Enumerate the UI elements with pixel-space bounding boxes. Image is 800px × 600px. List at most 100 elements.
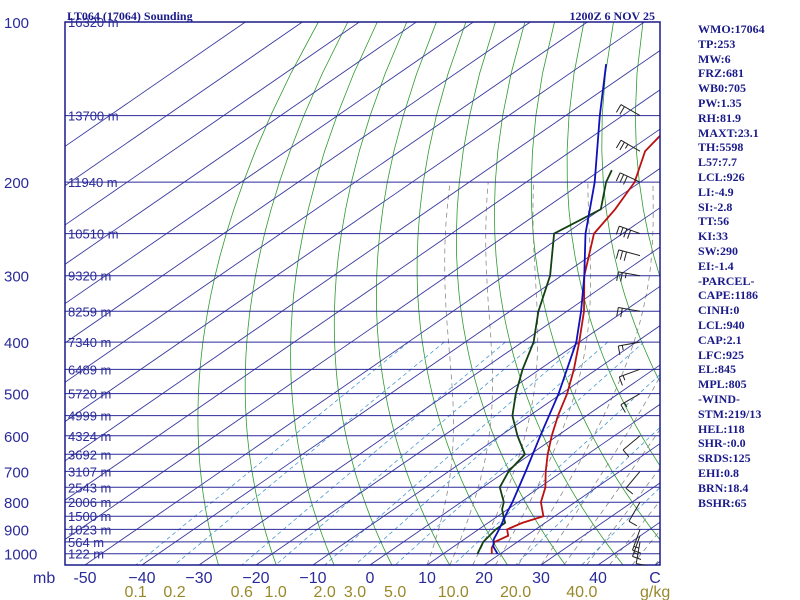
isotherm bbox=[255, 285, 660, 565]
wind-barb bbox=[625, 471, 641, 495]
chart-title: LT064 (17064) Sounding bbox=[67, 9, 193, 23]
stat-item: HEL:118 bbox=[698, 421, 745, 436]
stat-item: MW:6 bbox=[698, 51, 731, 66]
valid-time: 1200Z 6 NOV 25 bbox=[570, 9, 655, 23]
isotherm bbox=[65, 22, 531, 344]
mixing-ratio-line bbox=[354, 341, 609, 565]
isotherm bbox=[141, 207, 660, 565]
height-label: 5720 m bbox=[68, 387, 111, 402]
isotherm bbox=[65, 49, 660, 462]
pressure-label: 700 bbox=[4, 464, 29, 481]
pressure-label: 800 bbox=[4, 495, 29, 512]
stat-item: SW:290 bbox=[698, 243, 739, 258]
mixing-ratio-label: 20.0 bbox=[500, 584, 531, 600]
temperature-tick-label: -50 bbox=[73, 570, 96, 587]
mixing-ratio-line bbox=[174, 341, 445, 565]
dry-adiabat bbox=[566, 22, 660, 467]
isotherm bbox=[65, 22, 588, 383]
temperature-curve bbox=[490, 134, 660, 554]
wind-barb bbox=[616, 271, 641, 282]
mixing-ratio-label: 5.0 bbox=[384, 584, 406, 600]
moist-adiabat bbox=[495, 182, 591, 565]
mixing-ratio-label: 3.0 bbox=[344, 584, 366, 600]
mixing-ratio-label: 40.0 bbox=[566, 584, 597, 600]
profile-layer bbox=[476, 63, 660, 555]
height-label: 122 m bbox=[68, 547, 104, 562]
wind-barb-shape bbox=[616, 271, 641, 282]
stat-item: LFC:925 bbox=[698, 347, 744, 362]
mixing-ratio-label: 0.1 bbox=[125, 584, 147, 600]
stat-item: FRZ:681 bbox=[698, 66, 744, 81]
stat-item: KI:33 bbox=[698, 229, 728, 244]
plot-frame bbox=[64, 21, 661, 566]
wind-barb bbox=[632, 529, 642, 554]
stat-item: BRN:18.4 bbox=[698, 480, 749, 495]
isotherm bbox=[65, 22, 303, 187]
height-label: 3692 m bbox=[68, 447, 111, 462]
wind-barb bbox=[618, 368, 641, 386]
mixing-ratio-line bbox=[515, 426, 660, 565]
stat-item: MAXT:23.1 bbox=[698, 125, 759, 140]
isotherm bbox=[65, 22, 474, 305]
mixing-ratio-label: 10.0 bbox=[438, 584, 469, 600]
height-label: 1023 m bbox=[68, 522, 111, 537]
mixing-ratio-line bbox=[324, 341, 581, 565]
isotherm bbox=[65, 22, 246, 147]
isotherm bbox=[198, 246, 660, 565]
height-label: 6489 m bbox=[68, 362, 111, 377]
stat-item: WMO:17064 bbox=[698, 22, 765, 36]
temperature-tick-label: 20 bbox=[475, 570, 493, 587]
isotherm bbox=[65, 89, 660, 501]
isotherm bbox=[84, 167, 660, 565]
moist-adiabat bbox=[449, 182, 494, 565]
wind-barb-shape bbox=[616, 307, 641, 318]
dry-adiabat bbox=[493, 22, 624, 565]
temperature-tick-label: −20 bbox=[242, 570, 269, 587]
wind-barb-shape bbox=[615, 172, 641, 185]
wind-barb-shape bbox=[615, 225, 641, 239]
height-label: 11940 m bbox=[68, 175, 118, 190]
moist-adiabat bbox=[517, 182, 654, 565]
moist-adiabat bbox=[586, 467, 660, 565]
stat-item: BSHR:65 bbox=[698, 495, 747, 510]
temperature-tick-label: 10 bbox=[418, 570, 436, 587]
wind-barb bbox=[628, 501, 641, 527]
height-label: 4999 m bbox=[68, 409, 111, 424]
wind-barb bbox=[615, 172, 641, 185]
stat-item: LI:-4.9 bbox=[698, 184, 734, 199]
temperature-tick-label: 30 bbox=[532, 570, 550, 587]
stat-item: SRDS:125 bbox=[698, 451, 751, 466]
stats-panel: WMO:17064 TP:253 MW:6 FRZ:681 WB0:705 PW:1.35… bbox=[698, 22, 765, 510]
mixing-ratio-line bbox=[241, 341, 506, 565]
wind-barb-shape bbox=[618, 368, 641, 386]
pressure-label: 300 bbox=[4, 269, 29, 286]
dry-adiabat bbox=[197, 22, 319, 565]
wind-barb-shape bbox=[635, 541, 646, 566]
stat-item: EI:-1.4 bbox=[698, 258, 734, 273]
stat-item: EL:845 bbox=[698, 362, 737, 377]
mixing-ratio-label: 1.0 bbox=[265, 584, 287, 600]
wind-barb-shape bbox=[625, 471, 641, 495]
wind-barb bbox=[617, 341, 641, 355]
stat-item: LCL:940 bbox=[698, 317, 745, 332]
dry-adiabat bbox=[634, 22, 660, 279]
wind-barb-shape bbox=[617, 341, 641, 355]
wind-barb bbox=[622, 435, 641, 458]
stat-item: EHI:0.8 bbox=[698, 465, 740, 480]
wind-barb bbox=[615, 139, 641, 152]
wind-barb bbox=[616, 307, 641, 318]
mixing-ratio-line bbox=[394, 341, 645, 565]
stat-item: TH:5598 bbox=[698, 140, 744, 155]
height-label: 564 m bbox=[68, 535, 104, 550]
isotherm bbox=[65, 22, 360, 226]
temperature-tick-label: 40 bbox=[589, 570, 607, 587]
height-label: 16320 m bbox=[68, 15, 119, 30]
moist-adiabat bbox=[563, 428, 660, 565]
pressure-label: 600 bbox=[4, 429, 29, 446]
stat-item: STM:219/13 bbox=[698, 406, 762, 421]
height-label: 2543 m bbox=[68, 480, 111, 495]
height-label: 8259 m bbox=[68, 304, 111, 319]
isotherm bbox=[65, 22, 417, 265]
height-label: 7340 m bbox=[68, 335, 111, 350]
stat-item: CAPE:1186 bbox=[698, 288, 758, 303]
